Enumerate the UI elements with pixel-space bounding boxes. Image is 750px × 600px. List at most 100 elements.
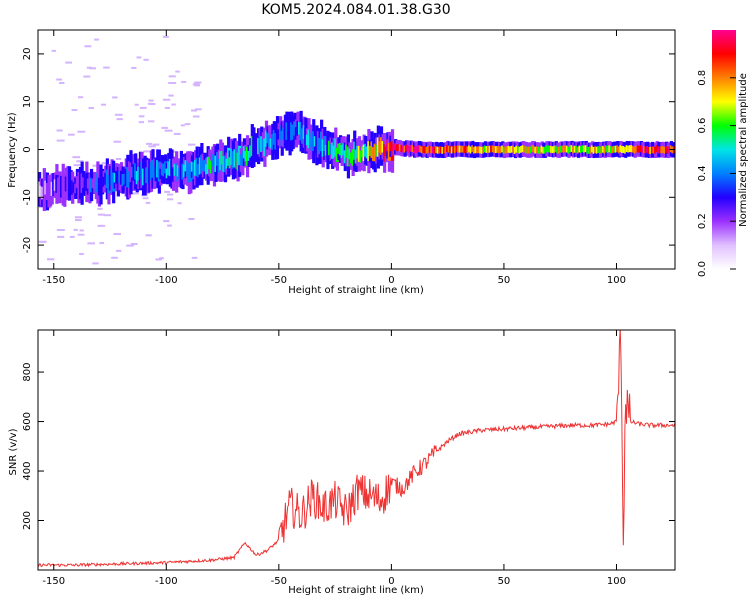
noise-speck xyxy=(164,106,170,109)
noise-speck xyxy=(97,213,105,216)
noise-speck xyxy=(131,192,139,195)
noise-speck xyxy=(164,129,173,132)
noise-speck xyxy=(76,160,84,163)
noise-speck xyxy=(77,130,86,133)
noise-speck xyxy=(134,103,139,106)
noise-speck xyxy=(94,38,99,41)
x-tick-label: -150 xyxy=(42,275,65,286)
noise-speck xyxy=(138,121,145,124)
noise-speck xyxy=(73,228,78,231)
noise-speck xyxy=(57,235,65,238)
noise-speck xyxy=(115,157,122,160)
noise-speck xyxy=(145,201,151,204)
noise-speck xyxy=(88,67,97,70)
y-tick-label: -10 xyxy=(22,189,33,205)
noise-speck xyxy=(97,207,103,210)
noise-speck xyxy=(194,81,202,84)
x-tick-label: -50 xyxy=(271,576,287,587)
noise-speck xyxy=(73,164,81,167)
noise-speck xyxy=(84,45,92,48)
snr-series-line xyxy=(38,330,675,568)
noise-speck xyxy=(161,126,168,129)
x-tick-label: 100 xyxy=(607,275,626,286)
noise-speck xyxy=(142,197,149,200)
x-tick-label: -150 xyxy=(42,576,65,587)
noise-speck xyxy=(72,156,81,159)
spectrogram-x-label: Height of straight line (km) xyxy=(288,285,424,296)
spectrogram-marks xyxy=(38,35,675,265)
noise-speck xyxy=(164,190,170,193)
noise-speck xyxy=(168,81,177,84)
noise-speck xyxy=(167,198,174,201)
noise-speck xyxy=(111,256,118,259)
noise-speck xyxy=(59,82,65,85)
noise-speck xyxy=(92,262,99,265)
noise-speck xyxy=(47,258,55,261)
noise-speck xyxy=(51,49,56,52)
colorbar-tick-label: 0.4 xyxy=(697,165,708,181)
colorbar-tick-label: 0.0 xyxy=(697,261,708,277)
noise-speck xyxy=(92,164,99,167)
noise-speck xyxy=(130,243,138,246)
noise-speck xyxy=(79,253,84,256)
noise-speck xyxy=(167,224,172,227)
noise-speck xyxy=(87,242,95,245)
x-tick-label: -100 xyxy=(155,275,178,286)
snr-x-label: Height of straight line (km) xyxy=(288,585,424,596)
noise-speck xyxy=(100,103,106,106)
noise-speck xyxy=(155,258,163,261)
noise-speck xyxy=(171,103,176,106)
noise-speck xyxy=(74,216,82,219)
colorbar-gradient xyxy=(712,30,736,269)
noise-speck xyxy=(181,80,187,83)
noise-speck xyxy=(103,214,112,217)
y-tick-label: 200 xyxy=(22,511,33,530)
noise-speck xyxy=(148,145,156,148)
noise-speck xyxy=(56,229,65,232)
snr-frame xyxy=(37,329,676,571)
x-tick-label: 50 xyxy=(498,275,511,286)
snr-x-ticks: -150 -100 -50 0 50 100 xyxy=(42,330,626,587)
y-tick-label: 400 xyxy=(22,461,33,480)
noise-speck xyxy=(99,242,104,245)
noise-speck xyxy=(112,96,118,99)
noise-speck xyxy=(38,240,47,243)
colorbar-tick-label: 0.2 xyxy=(697,213,708,229)
noise-speck xyxy=(103,66,110,69)
noise-speck xyxy=(56,78,62,81)
noise-speck xyxy=(163,220,170,223)
noise-speck xyxy=(159,257,164,260)
y-tick-label: 800 xyxy=(22,363,33,382)
noise-speck xyxy=(83,75,91,78)
noise-speck xyxy=(56,129,63,132)
colorbar-ticks: 0.0 0.2 0.4 0.6 0.8 xyxy=(697,70,736,277)
y-tick-label: 0 xyxy=(22,146,33,152)
noise-speck xyxy=(88,107,94,110)
noise-speck xyxy=(79,229,84,232)
noise-speck xyxy=(192,83,200,86)
noise-speck xyxy=(143,150,151,153)
colorbar-tick-label: 0.6 xyxy=(697,118,708,134)
noise-speck xyxy=(162,98,171,101)
noise-speck xyxy=(147,102,153,105)
noise-speck xyxy=(71,109,78,112)
noise-speck xyxy=(175,70,180,73)
noise-speck xyxy=(162,35,169,38)
noise-speck xyxy=(74,219,82,222)
noise-speck xyxy=(177,202,182,205)
noise-speck xyxy=(56,139,65,142)
noise-speck xyxy=(168,94,174,97)
noise-speck xyxy=(138,115,145,118)
noise-speck xyxy=(145,234,152,237)
snr-marks xyxy=(38,330,675,568)
noise-speck xyxy=(191,256,198,259)
colorbar-label: Normalized spectral amplitude xyxy=(738,73,749,227)
noise-speck xyxy=(114,113,123,116)
noise-speck xyxy=(113,140,121,143)
noise-speck xyxy=(77,233,85,236)
snr-panel: -150 -100 -50 0 50 100 200 400 600 800 Height of… xyxy=(8,329,676,596)
noise-speck xyxy=(143,58,149,61)
x-tick-label: -100 xyxy=(155,576,178,587)
